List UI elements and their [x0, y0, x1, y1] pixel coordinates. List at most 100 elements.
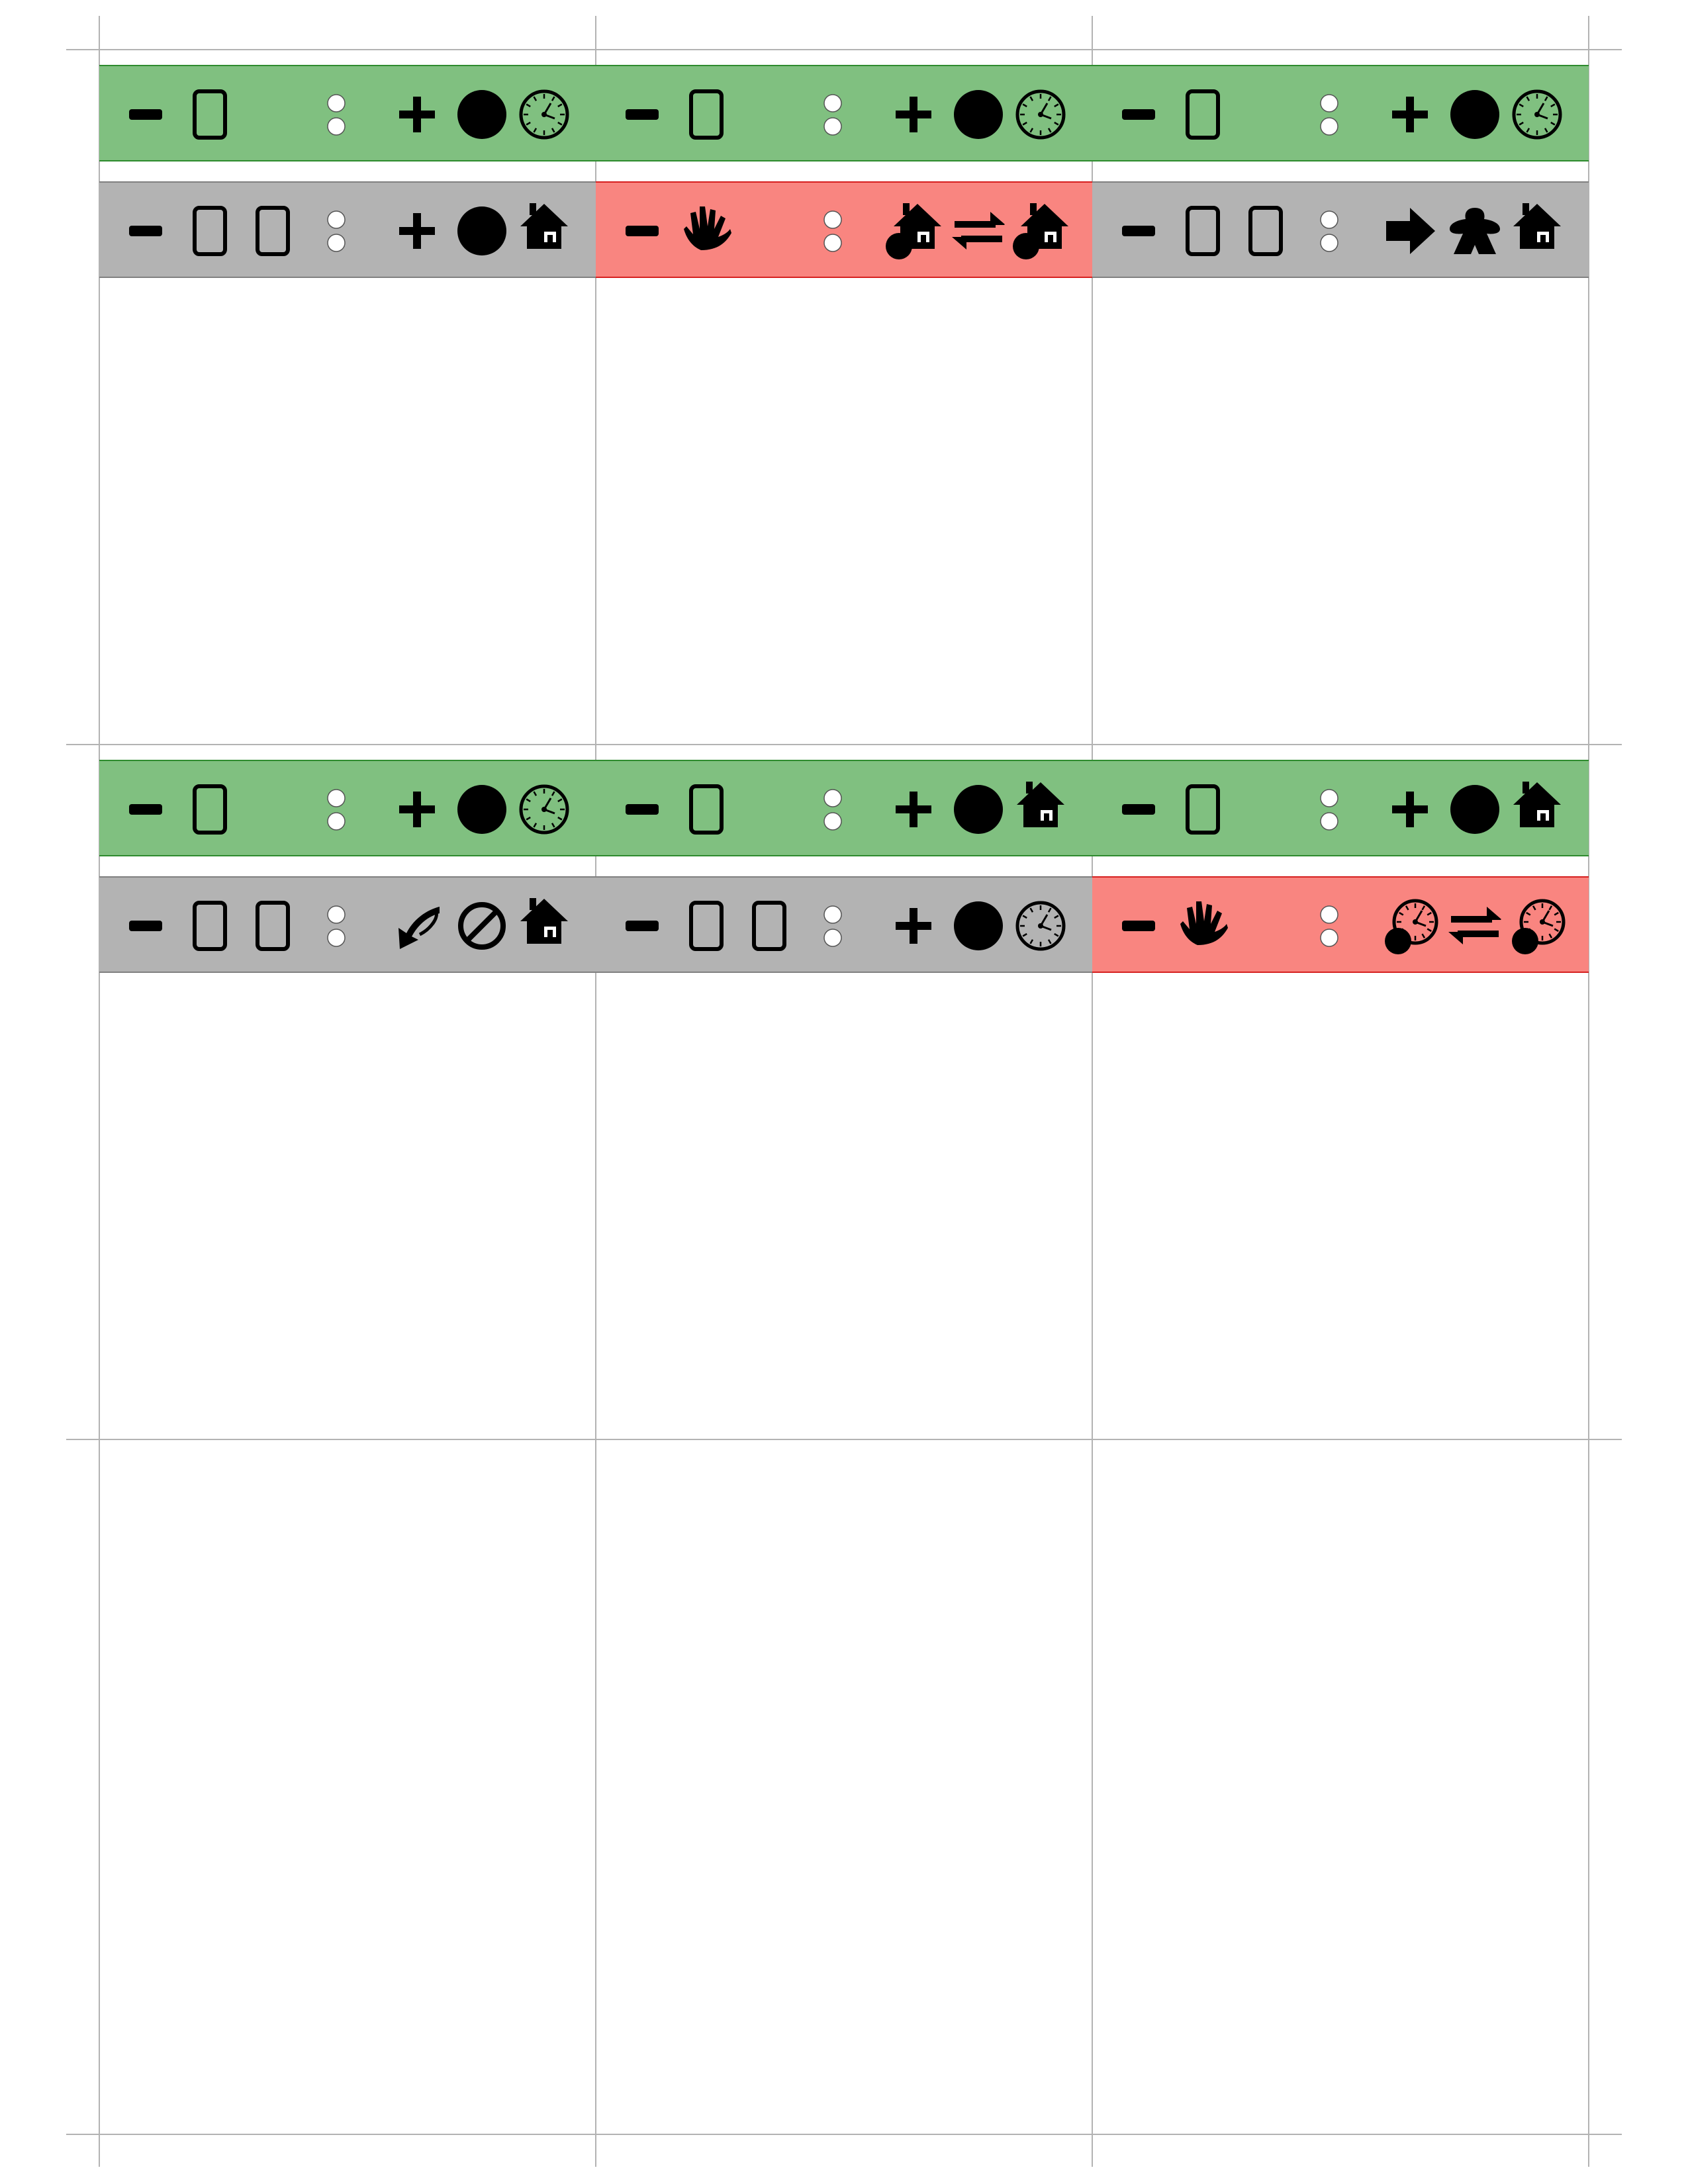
- card-icon: [689, 901, 724, 951]
- action-band-green: [596, 760, 1092, 856]
- action-band-gray: [1092, 181, 1589, 278]
- action-band-gray: [596, 876, 1092, 973]
- clock-token-icon: [1512, 899, 1566, 954]
- minus-icon: [1122, 109, 1155, 120]
- plus-icon: [399, 792, 435, 827]
- action-band-green: [1092, 65, 1589, 161]
- cut-guide-vertical: [1588, 16, 1589, 2167]
- minus-icon: [129, 804, 162, 815]
- house-token-icon: [1013, 203, 1068, 259]
- clock-icon: [1512, 89, 1562, 140]
- token-icon: [457, 206, 506, 255]
- game-card: [99, 1439, 596, 2134]
- cut-guide-horizontal: [66, 2134, 1622, 2135]
- action-band-red: [1092, 876, 1589, 973]
- card-icon: [193, 901, 227, 951]
- action-band-gray: [99, 876, 596, 973]
- token-icon: [1450, 785, 1499, 834]
- game-card: [1092, 745, 1589, 1439]
- card-icon: [1186, 784, 1220, 835]
- cost-pips: [327, 789, 346, 831]
- plus-icon: [896, 792, 931, 827]
- hand-icon: [684, 206, 731, 250]
- meeple-icon: [1450, 208, 1500, 254]
- game-card: [596, 745, 1092, 1439]
- card-icon: [1248, 206, 1283, 256]
- swap-icon: [1448, 907, 1501, 944]
- hand-icon: [1180, 901, 1228, 945]
- card-icon: [689, 784, 724, 835]
- minus-icon: [1122, 921, 1155, 931]
- cost-pips: [1320, 210, 1338, 252]
- card-icon: [1186, 206, 1220, 256]
- minus-icon: [626, 109, 659, 120]
- cost-pips: [823, 905, 842, 947]
- action-band-green: [99, 760, 596, 856]
- token-icon: [954, 901, 1003, 950]
- card-icon: [689, 89, 724, 140]
- game-card: [596, 1439, 1092, 2134]
- house-token-icon: [886, 203, 941, 259]
- plus-icon: [399, 213, 435, 249]
- card-icon: [193, 784, 227, 835]
- token-icon: [1450, 90, 1499, 139]
- clock-icon: [519, 89, 569, 140]
- card-icon: [193, 89, 227, 140]
- minus-icon: [129, 226, 162, 236]
- token-icon: [954, 785, 1003, 834]
- clock-icon: [1015, 901, 1066, 951]
- plus-icon: [1392, 792, 1428, 827]
- action-band-green: [596, 65, 1092, 161]
- action-band-green: [1092, 760, 1589, 856]
- cut-guide-horizontal: [66, 1439, 1622, 1440]
- game-card: [1092, 50, 1589, 745]
- cost-pips: [823, 94, 842, 136]
- cut-guide-vertical: [1092, 16, 1093, 2167]
- action-band-green: [99, 65, 596, 161]
- house-icon: [1513, 782, 1561, 827]
- clock-token-icon: [1385, 899, 1438, 954]
- cost-pips: [823, 789, 842, 831]
- action-band-gray: [99, 181, 596, 278]
- cut-guide-horizontal: [66, 744, 1622, 745]
- cost-pips: [327, 94, 346, 136]
- clock-icon: [519, 784, 569, 835]
- cut-guide-horizontal: [66, 49, 1622, 50]
- minus-icon: [626, 226, 659, 236]
- minus-icon: [129, 109, 162, 120]
- minus-icon: [1122, 804, 1155, 815]
- cut-guide-vertical: [595, 16, 596, 2167]
- game-card: [596, 50, 1092, 745]
- minus-icon: [1122, 226, 1155, 236]
- curved-arrow-icon: [399, 907, 440, 949]
- token-icon: [954, 90, 1003, 139]
- minus-icon: [626, 804, 659, 815]
- card-icon: [256, 206, 290, 256]
- cost-pips: [327, 210, 346, 252]
- cost-pips: [1320, 789, 1338, 831]
- game-card: [1092, 1439, 1589, 2134]
- forbidden-icon: [458, 902, 506, 950]
- plus-icon: [399, 97, 435, 132]
- game-card: [99, 745, 596, 1439]
- house-icon: [1017, 782, 1064, 827]
- clock-icon: [1015, 89, 1066, 140]
- game-card: [99, 50, 596, 745]
- plus-icon: [896, 97, 931, 132]
- plus-icon: [896, 908, 931, 944]
- plus-icon: [1392, 97, 1428, 132]
- action-band-red: [596, 181, 1092, 278]
- minus-icon: [626, 921, 659, 931]
- card-icon: [193, 206, 227, 256]
- swap-icon: [952, 212, 1005, 250]
- cost-pips: [823, 210, 842, 252]
- cost-pips: [327, 905, 346, 947]
- minus-icon: [129, 921, 162, 931]
- token-icon: [457, 785, 506, 834]
- cost-pips: [1320, 94, 1338, 136]
- house-icon: [520, 203, 568, 249]
- house-icon: [1513, 203, 1561, 249]
- card-icon: [256, 901, 290, 951]
- token-icon: [457, 90, 506, 139]
